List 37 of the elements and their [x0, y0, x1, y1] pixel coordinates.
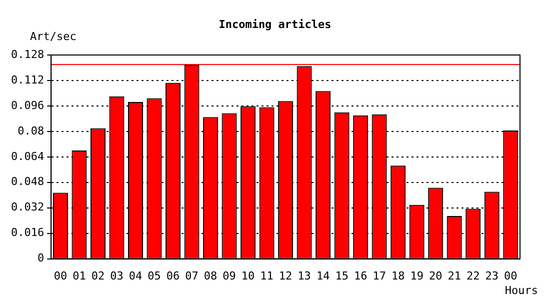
x-tick-label: 03 [110, 269, 124, 282]
x-tick-label: 16 [354, 269, 368, 282]
x-tick-label: 12 [278, 269, 292, 282]
x-tick-label: 10 [241, 269, 255, 282]
x-tick-label: 00 [504, 269, 518, 282]
x-tick-label: 09 [222, 269, 236, 282]
x-tick-label: 08 [204, 269, 218, 282]
x-tick-label: 14 [316, 269, 330, 282]
x-tick-label: 05 [148, 269, 161, 282]
y-axis-title: Art/sec [30, 30, 76, 43]
x-tick-label: 18 [391, 269, 405, 282]
y-tick-label: 0 [37, 252, 44, 265]
x-tick-label: 19 [410, 269, 424, 282]
y-tick-label: 0.032 [10, 200, 44, 214]
y-tick-label: 0.064 [10, 150, 44, 163]
x-tick-label: 15 [335, 269, 348, 282]
x-tick-label: 21 [448, 269, 461, 282]
y-tick-label: 0.112 [10, 73, 44, 86]
x-tick-label: 11 [260, 269, 274, 282]
x-tick-label: 22 [466, 269, 480, 282]
y-tick-label: 0.128 [10, 48, 44, 61]
x-tick-label: 02 [91, 269, 105, 282]
chart-title: Incoming articles [218, 18, 332, 31]
y-tick-label: 0.096 [10, 98, 44, 112]
y-tick-label: 0.048 [10, 175, 44, 188]
x-tick-label: 20 [428, 269, 442, 282]
x-tick-label: 01 [72, 269, 86, 282]
x-tick-label: 07 [185, 269, 198, 282]
y-tick-label: 0.08 [18, 124, 44, 138]
x-tick-label: 17 [372, 269, 386, 282]
y-tick-label: 0.016 [10, 226, 44, 240]
x-tick-label: 23 [485, 269, 498, 282]
x-tick-label: 06 [166, 269, 180, 282]
x-tick-label: 00 [54, 269, 68, 282]
x-tick-label: 04 [128, 269, 143, 282]
x-tick-label: 13 [298, 269, 311, 282]
x-axis-title: Hours [504, 284, 538, 297]
